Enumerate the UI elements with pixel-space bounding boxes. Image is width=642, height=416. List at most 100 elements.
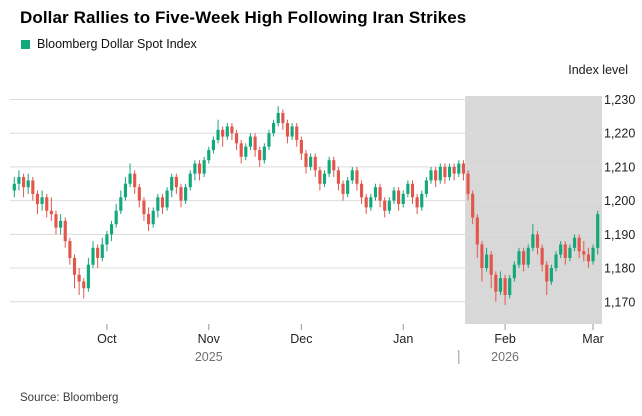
candle xyxy=(262,143,266,164)
candle xyxy=(160,193,165,215)
candle xyxy=(383,197,387,218)
candle xyxy=(248,133,253,151)
candle xyxy=(517,247,521,269)
candle xyxy=(184,183,188,204)
candle xyxy=(82,278,86,299)
candle xyxy=(272,119,276,137)
candle xyxy=(387,197,391,215)
candle xyxy=(31,177,35,201)
svg-text:Jan: Jan xyxy=(393,332,413,346)
candle xyxy=(304,150,308,174)
candle xyxy=(165,187,169,211)
candle xyxy=(512,261,516,282)
candle xyxy=(535,230,540,255)
candle xyxy=(484,247,489,272)
candles xyxy=(12,106,600,306)
candle xyxy=(119,190,123,215)
candle xyxy=(170,173,174,198)
candle xyxy=(211,136,215,154)
candle xyxy=(105,230,109,252)
candle xyxy=(123,177,128,201)
candle xyxy=(554,251,558,272)
candle xyxy=(526,244,530,269)
candle xyxy=(202,156,206,178)
candle xyxy=(397,187,401,211)
candle xyxy=(586,247,590,269)
candle xyxy=(225,123,229,140)
candle xyxy=(563,241,567,265)
candle xyxy=(221,126,225,147)
candle xyxy=(299,136,303,161)
candle xyxy=(49,197,53,221)
candle xyxy=(577,234,581,258)
candle xyxy=(26,173,30,194)
candle xyxy=(35,190,40,215)
legend: Bloomberg Dollar Spot Index xyxy=(21,37,197,51)
candle xyxy=(86,257,90,292)
candle xyxy=(466,170,470,201)
candle xyxy=(253,133,257,157)
candle xyxy=(193,160,197,181)
candle xyxy=(457,160,461,178)
candle xyxy=(420,190,424,211)
candle xyxy=(332,156,336,178)
candle xyxy=(137,183,141,208)
svg-text:Nov: Nov xyxy=(198,332,221,346)
candle xyxy=(281,109,285,130)
candle xyxy=(452,163,456,181)
candle xyxy=(22,173,26,198)
svg-text:Mar: Mar xyxy=(582,332,604,346)
candle xyxy=(438,163,442,184)
candle xyxy=(151,207,155,228)
candle xyxy=(230,123,234,140)
candle xyxy=(91,241,95,269)
svg-text:Dec: Dec xyxy=(290,332,312,346)
candle xyxy=(239,139,243,164)
candle xyxy=(429,166,433,184)
candle xyxy=(100,237,104,262)
candle xyxy=(114,204,118,228)
candle xyxy=(424,177,428,198)
candle xyxy=(45,193,49,218)
candle xyxy=(109,220,114,242)
svg-text:2025: 2025 xyxy=(195,350,223,364)
legend-label: Bloomberg Dollar Spot Index xyxy=(37,37,197,51)
candle xyxy=(318,166,322,191)
svg-text:1,210: 1,210 xyxy=(604,160,635,174)
candle xyxy=(508,274,512,299)
candle xyxy=(415,193,419,215)
candle xyxy=(142,197,146,221)
candle xyxy=(498,271,503,296)
candle xyxy=(290,123,294,140)
candle xyxy=(406,180,410,198)
series-marker-icon xyxy=(21,39,30,49)
candle xyxy=(378,183,382,208)
candle xyxy=(258,146,262,167)
candle xyxy=(568,244,572,262)
candle xyxy=(461,160,465,181)
y-axis-title: Index level xyxy=(568,63,628,77)
x-axis-labels: Oct Nov Dec Jan Feb Mar xyxy=(97,324,604,346)
highlight-region xyxy=(465,96,602,324)
candle xyxy=(364,193,368,215)
candle xyxy=(471,190,475,225)
candle xyxy=(355,166,359,191)
candle xyxy=(54,210,58,235)
year-labels: 2025 2026 xyxy=(195,350,519,364)
candle xyxy=(540,244,544,272)
candle xyxy=(216,119,220,144)
candle xyxy=(322,170,327,188)
candle xyxy=(156,193,160,218)
candle xyxy=(336,166,340,191)
candle xyxy=(549,264,553,285)
candle xyxy=(174,173,178,194)
candlestick-chart: 1,170 1,180 1,190 1,200 1,210 1,220 1,230 Oct No… xyxy=(10,93,635,364)
candle xyxy=(582,241,586,262)
chart-area: 1,170 1,180 1,190 1,200 1,210 1,220 1,230 Oct No… xyxy=(0,80,642,390)
candle xyxy=(350,166,354,184)
candle xyxy=(373,183,378,201)
y-axis-labels: 1,170 1,180 1,190 1,200 1,210 1,220 1,230 xyxy=(604,93,635,309)
candle xyxy=(40,190,44,211)
candle xyxy=(77,268,81,296)
candle xyxy=(480,241,484,282)
